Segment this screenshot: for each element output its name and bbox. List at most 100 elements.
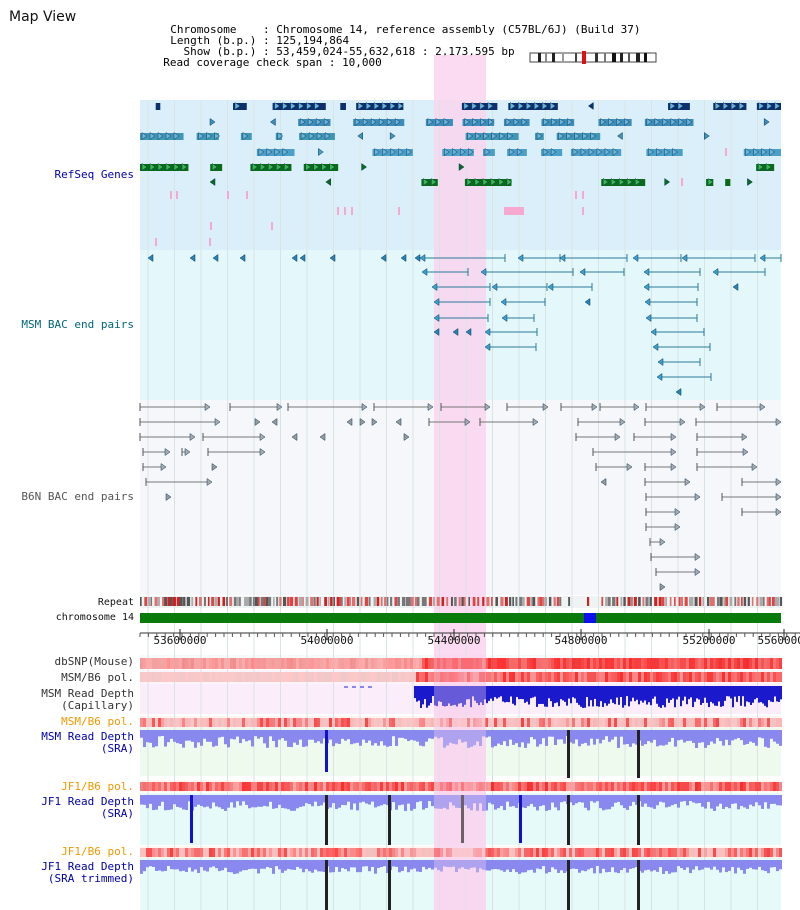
- depth-bar: [428, 795, 431, 802]
- heat-bin: [323, 672, 326, 682]
- depth-bar: [344, 686, 348, 688]
- heat-bin: [587, 672, 590, 682]
- coverage-value: 10,000: [342, 56, 382, 69]
- heat-bin: [668, 718, 671, 727]
- gene-strand-arrow: [284, 163, 290, 171]
- heat-bin: [413, 658, 416, 669]
- repeat-element: [526, 597, 531, 606]
- heat-bin: [665, 848, 668, 857]
- gene-strand-arrow: [315, 118, 322, 126]
- heat-bin: [254, 658, 257, 669]
- heat-bin: [746, 672, 749, 682]
- heat-bin: [329, 658, 332, 669]
- heat-bin: [347, 718, 350, 727]
- refseq-mark: [582, 191, 584, 199]
- heat-bin: [536, 672, 539, 682]
- refseq-mark: [227, 191, 229, 199]
- depth-bar: [716, 730, 719, 739]
- depth-bar: [323, 860, 326, 873]
- heat-bin: [755, 658, 758, 669]
- heat-bin: [383, 718, 386, 727]
- depth-bar: [284, 795, 287, 809]
- depth-bar: [446, 686, 448, 706]
- heat-bin: [275, 782, 278, 791]
- depth-bar: [449, 730, 452, 743]
- heat-bin: [629, 782, 632, 791]
- depth-bar: [539, 730, 542, 745]
- heat-bin: [554, 848, 557, 857]
- gene-arrow: [704, 132, 710, 140]
- depth-bar: [671, 860, 674, 873]
- repeat-element: [186, 597, 191, 606]
- depth-bar: [620, 860, 623, 871]
- heat-bin: [164, 848, 167, 857]
- depth-bar: [767, 860, 770, 874]
- gene-strand-arrow: [382, 148, 388, 156]
- bac-end: [650, 328, 657, 336]
- repeat-track: [140, 597, 783, 606]
- heat-bin: [311, 718, 314, 727]
- depth-bar: [200, 795, 203, 807]
- gene-strand-arrow: [582, 132, 589, 140]
- heat-bin: [461, 848, 464, 857]
- repeat-element: [172, 597, 177, 606]
- heat-bin: [581, 782, 584, 791]
- heat-bin: [479, 718, 482, 727]
- gene-strand-arrow: [389, 102, 396, 110]
- repeat-element: [368, 597, 371, 606]
- depth-bar: [185, 860, 188, 873]
- heat-bin: [209, 718, 212, 727]
- depth-bar: [719, 730, 722, 742]
- depth-bar: [716, 686, 718, 706]
- heat-bin: [158, 718, 161, 727]
- heat-bin: [293, 658, 296, 669]
- gene-strand-arrow: [766, 102, 773, 110]
- heat-bin: [473, 658, 476, 669]
- heat-bin: [494, 718, 497, 727]
- gene-arrow: [325, 178, 332, 186]
- heat-bin: [287, 848, 290, 857]
- depth-bar: [456, 686, 458, 707]
- heat-bin: [155, 658, 158, 669]
- repeat-element: [260, 597, 265, 606]
- depth-bar: [335, 730, 338, 744]
- depth-bar: [686, 795, 689, 806]
- depth-bar: [464, 795, 467, 806]
- heat-bin: [422, 718, 425, 727]
- heat-bin: [149, 782, 152, 791]
- heat-bin: [539, 782, 542, 791]
- heat-bin: [689, 672, 692, 682]
- depth-bar: [341, 730, 344, 739]
- depth-bar: [736, 686, 738, 702]
- heat-bin: [404, 658, 407, 669]
- heat-bin: [335, 848, 338, 857]
- repeat-element: [751, 597, 754, 606]
- depth-bar: [686, 730, 689, 742]
- heat-bin: [545, 672, 548, 682]
- depth-bar: [742, 686, 744, 697]
- heat-bin: [605, 718, 608, 727]
- heat-bin: [503, 848, 506, 857]
- heat-bin: [764, 782, 767, 791]
- heat-bin: [434, 718, 437, 727]
- heat-bin: [590, 782, 593, 791]
- depth-bar: [548, 730, 551, 737]
- gene-feature: [644, 119, 694, 126]
- depth-bar: [671, 795, 674, 806]
- gene-strand-arrow: [536, 132, 543, 140]
- heat-bin: [551, 782, 554, 791]
- heat-bin: [767, 782, 770, 791]
- bac-end: [299, 254, 306, 262]
- depth-bar: [656, 730, 659, 747]
- heat-bin: [758, 658, 761, 669]
- depth-bar: [580, 686, 582, 707]
- heat-bin: [332, 782, 335, 791]
- heat-bin: [587, 658, 590, 669]
- heat-bin: [515, 718, 518, 727]
- heat-bin: [536, 848, 539, 857]
- heat-bin: [236, 718, 239, 727]
- bac-end: [547, 283, 554, 291]
- depth-bar: [554, 730, 557, 746]
- heat-bin: [215, 848, 218, 857]
